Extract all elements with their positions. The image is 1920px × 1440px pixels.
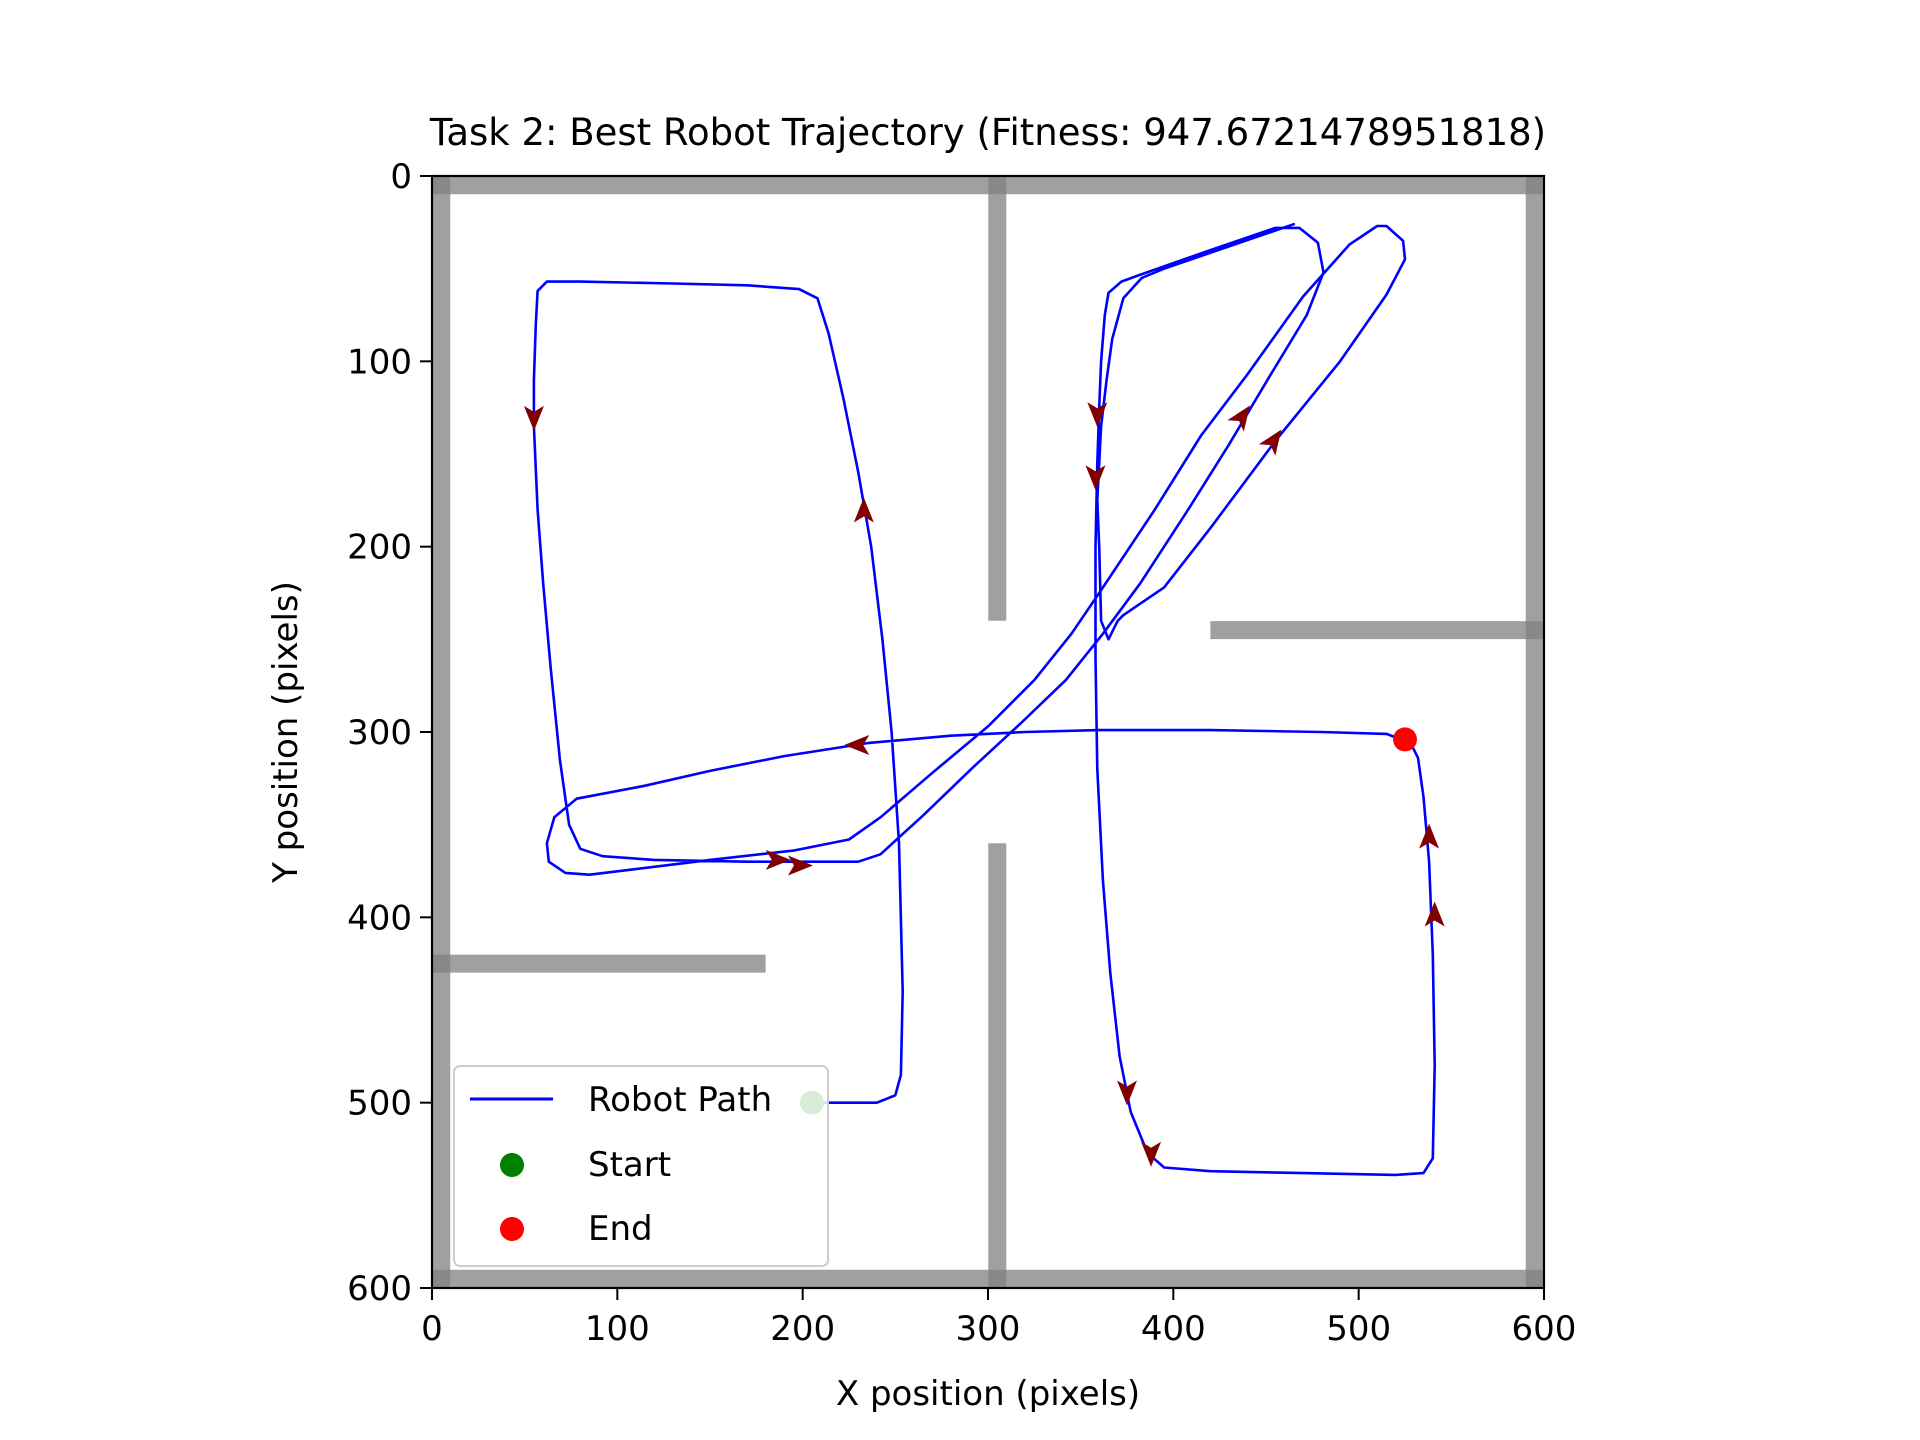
- legend-label-start: Start: [588, 1145, 671, 1185]
- direction-arrow-5: [1258, 429, 1282, 456]
- start-end-markers: [799, 727, 1417, 1115]
- robot-path-line: [532, 222, 1436, 1177]
- legend-start-swatch: [500, 1153, 524, 1177]
- legend-label-path: Robot Path: [588, 1080, 772, 1120]
- y-tick-label-200: 200: [347, 528, 412, 568]
- legend-box: [453, 1065, 829, 1267]
- y-tick-label-300: 300: [347, 713, 412, 753]
- x-tick-label-500: 500: [1326, 1309, 1391, 1349]
- x-tick-label-600: 600: [1512, 1309, 1577, 1349]
- direction-arrow-0: [523, 405, 544, 431]
- direction-arrow-8: [787, 855, 813, 876]
- y-tick-label-600: 600: [347, 1269, 412, 1309]
- y-axis-ticks: 0 100 200 300 400 500 600: [347, 157, 432, 1309]
- direction-arrows: [523, 402, 1445, 1167]
- robot-path-layer: [532, 222, 1436, 1177]
- x-axis-ticks: 0 100 200 300 400 500 600: [421, 1288, 1576, 1349]
- direction-arrow-4: [1227, 405, 1250, 432]
- x-tick-label-200: 200: [770, 1309, 835, 1349]
- y-tick-label-100: 100: [347, 342, 412, 382]
- y-tick-label-400: 400: [347, 898, 412, 938]
- x-tick-label-300: 300: [956, 1309, 1021, 1349]
- chart-title: Task 2: Best Robot Trajectory (Fitness: …: [429, 111, 1546, 154]
- direction-arrow-10: [1141, 1141, 1162, 1167]
- x-axis-label: X position (pixels): [836, 1374, 1140, 1414]
- direction-arrow-7: [765, 849, 791, 870]
- direction-arrow-6: [844, 734, 870, 755]
- x-tick-label-0: 0: [421, 1309, 443, 1349]
- direction-arrow-11: [1419, 823, 1440, 849]
- y-tick-label-500: 500: [347, 1084, 412, 1124]
- maze-walls: [432, 176, 1544, 1288]
- direction-arrow-1: [853, 497, 874, 523]
- direction-arrow-3: [1085, 465, 1106, 491]
- y-axis-label: Y position (pixels): [266, 581, 306, 884]
- y-tick-label-0: 0: [390, 157, 412, 197]
- x-tick-label-400: 400: [1141, 1309, 1206, 1349]
- legend-label-end: End: [588, 1209, 653, 1249]
- direction-arrow-9: [1117, 1080, 1137, 1106]
- direction-arrow-12: [1424, 901, 1445, 927]
- legend-end-swatch: [500, 1217, 524, 1241]
- end-marker: [1393, 727, 1417, 752]
- legend: Robot Path Start End: [453, 1065, 829, 1267]
- direction-arrow-2: [1087, 402, 1108, 428]
- x-tick-label-100: 100: [585, 1309, 650, 1349]
